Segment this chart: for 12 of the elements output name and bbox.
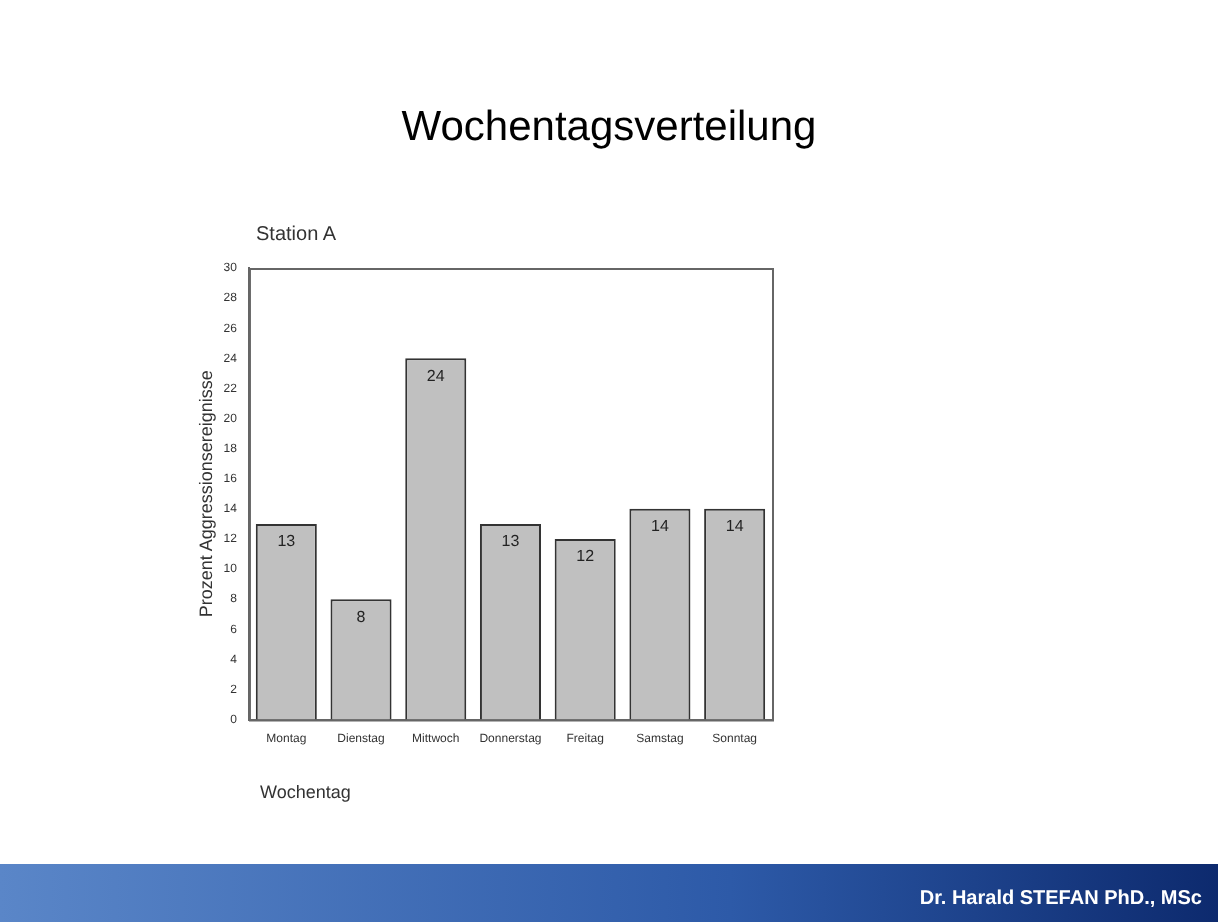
chart-title: Wochentagsverteilung bbox=[399, 104, 819, 152]
data-label: 8 bbox=[356, 607, 367, 626]
data-label: 13 bbox=[501, 532, 521, 551]
data-label: 14 bbox=[651, 517, 670, 536]
data-label: 12 bbox=[576, 547, 596, 566]
chart-subtitle: Station A bbox=[256, 224, 337, 246]
data-label: 13 bbox=[277, 532, 297, 551]
data-label: 24 bbox=[426, 366, 446, 385]
data-label: 14 bbox=[725, 517, 745, 536]
y-axis-title: Prozent Aggressionsereignisse bbox=[195, 370, 216, 618]
text: Dr. Harald STEFAN PhD., MSc bbox=[919, 888, 1202, 910]
x-axis-title: Wochentag bbox=[260, 782, 351, 802]
